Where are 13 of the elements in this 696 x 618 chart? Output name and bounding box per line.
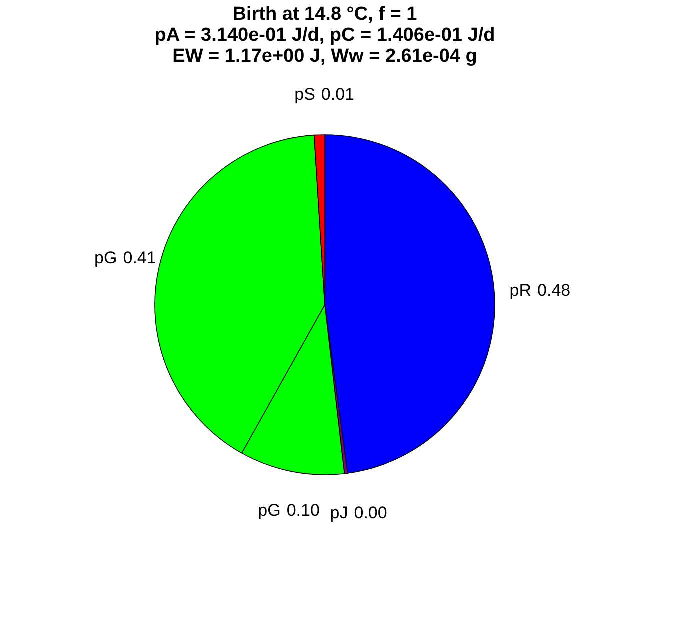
slice-label: pR — [510, 280, 532, 300]
data-label: 0.41 — [123, 248, 156, 268]
data-label: 0.00 — [354, 503, 388, 522]
slice-label: pG — [258, 500, 281, 520]
data-label: 0.10 — [286, 500, 320, 520]
data-label: 0.48 — [538, 280, 571, 300]
text: EW = 1.17e+00 J, Ww = 2.61e-04 g — [172, 46, 478, 67]
slice-label: pJ — [330, 503, 348, 522]
slice-label: pG — [94, 248, 118, 268]
text: pA = 3.140e-01 J/d, pC = 1.406e-01 J/d — [154, 25, 496, 46]
slice-label: pS — [294, 85, 316, 104]
text: Birth at 14.8 °C, f = 1 — [232, 4, 418, 25]
data-label: 0.01 — [321, 85, 355, 104]
